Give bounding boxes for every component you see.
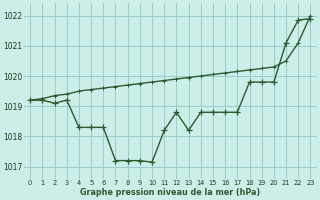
X-axis label: Graphe pression niveau de la mer (hPa): Graphe pression niveau de la mer (hPa) (80, 188, 260, 197)
